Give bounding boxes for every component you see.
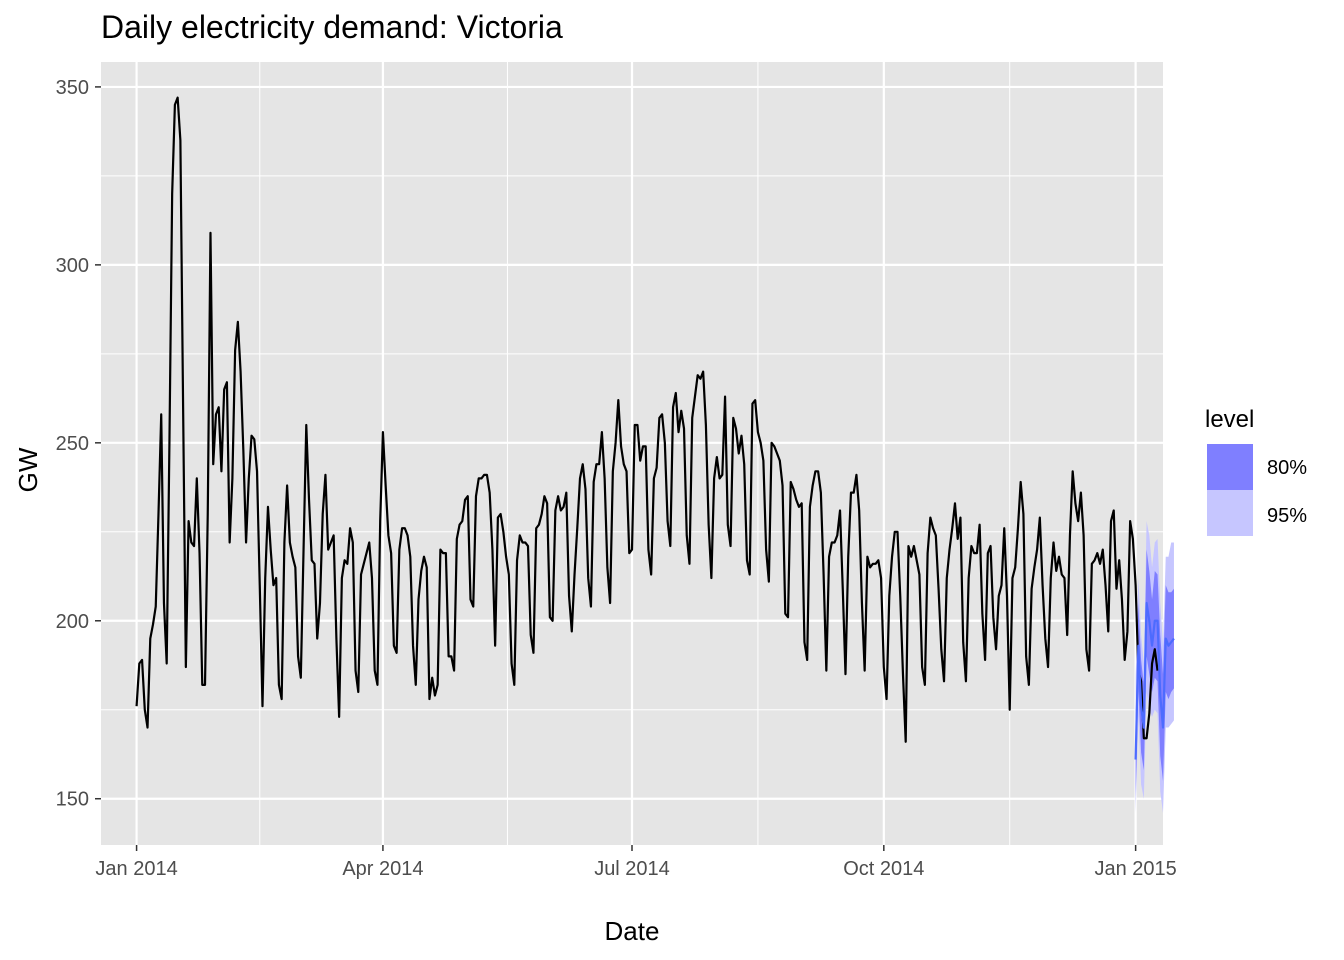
- band-80-area: [1135, 549, 1174, 799]
- x-axis: Jan 2014 Apr 2014 Jul 2014 Oct 2014 Jan 2015: [95, 845, 1177, 880]
- x-axis-title: Date: [605, 916, 660, 946]
- forecast-mean-line: [1134, 601, 1175, 760]
- legend-title: level: [1205, 406, 1254, 433]
- legend-key-95: [1207, 490, 1253, 536]
- y-axis-title: GW: [13, 447, 43, 492]
- history-series: [135, 96, 1159, 743]
- y-tick-label: 200: [56, 611, 89, 633]
- x-tick-label: Apr 2014: [342, 858, 423, 880]
- y-tick-label: 150: [56, 789, 89, 811]
- history-line: [135, 96, 1159, 743]
- legend-label-80: 80%: [1267, 457, 1307, 479]
- forecast-mean-series: [1134, 601, 1175, 760]
- legend-key-80: [1207, 444, 1253, 490]
- y-axis: 150 200 250 300 350: [56, 77, 101, 811]
- y-tick-label: 300: [56, 255, 89, 277]
- legend: level 80% 95%: [1205, 406, 1307, 536]
- forecast-band-80: [1135, 549, 1174, 799]
- x-tick-label: Jan 2014: [95, 858, 177, 880]
- y-tick-label: 350: [56, 77, 89, 99]
- legend-label-95: 95%: [1267, 505, 1307, 527]
- x-tick-label: Jul 2014: [594, 858, 670, 880]
- x-tick-label: Oct 2014: [843, 858, 924, 880]
- x-tick-label: Jan 2015: [1094, 858, 1176, 880]
- y-tick-label: 250: [56, 433, 89, 455]
- chart-title: Daily electricity demand: Victoria: [101, 9, 563, 45]
